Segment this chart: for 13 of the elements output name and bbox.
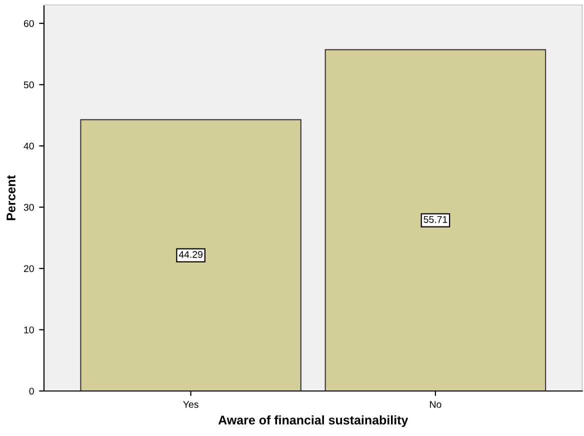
x-tick-label: Yes <box>183 401 198 408</box>
data-label: 44.29 <box>178 251 202 258</box>
data-label: 55.71 <box>424 216 448 223</box>
y-tick-label: 30 <box>24 204 34 211</box>
y-tick-label: 40 <box>24 142 34 150</box>
x-axis-title: Aware of financial sustainability <box>218 415 408 427</box>
y-tick-label: 50 <box>24 81 34 88</box>
y-tick-label: 10 <box>24 326 34 334</box>
y-tick-label: 20 <box>24 265 34 272</box>
y-axis-title: Percent <box>6 175 16 220</box>
y-tick-label: 60 <box>24 20 34 27</box>
x-tick-label: No <box>430 401 442 408</box>
y-tick-label: 0 <box>29 388 34 395</box>
